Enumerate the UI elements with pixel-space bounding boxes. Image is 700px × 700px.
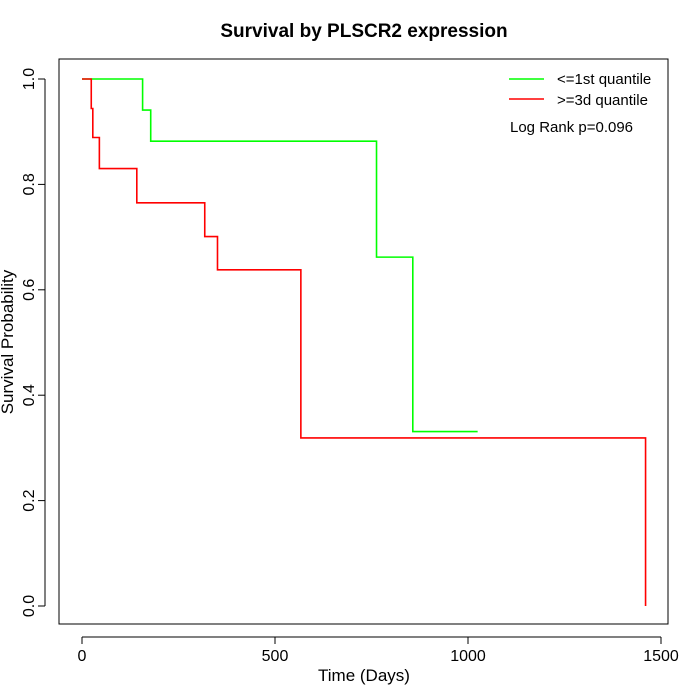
y-tick-label: 0.8 <box>21 173 38 195</box>
plot-frame <box>58 58 669 625</box>
x-axis: 0 500 1000 1500 <box>78 636 679 665</box>
y-tick-label: 0.0 <box>21 595 38 617</box>
legend-label-low: <=1st quantile <box>557 71 651 88</box>
series-layer <box>82 78 647 606</box>
series-line-high-quantile <box>82 78 647 606</box>
x-tick-label: 1500 <box>643 648 679 665</box>
log-rank-annotation: Log Rank p=0.096 <box>510 119 633 136</box>
y-axis-label: Survival Probability <box>0 269 17 414</box>
x-axis-label: Time (Days) <box>318 666 410 685</box>
legend: <=1st quantile >=3d quantile <box>509 71 651 109</box>
series-line-low-quantile <box>82 78 478 433</box>
x-tick-label: 0 <box>78 648 87 665</box>
y-axis: 0.0 0.2 0.4 0.6 0.8 1.0 <box>21 68 46 617</box>
y-tick-label: 1.0 <box>21 68 38 90</box>
y-tick-label: 0.4 <box>21 384 38 406</box>
legend-label-high: >=3d quantile <box>557 92 648 109</box>
x-tick-label: 500 <box>262 648 289 665</box>
chart-title: Survival by PLSCR2 expression <box>220 21 507 42</box>
y-tick-label: 0.6 <box>21 279 38 301</box>
y-tick-label: 0.2 <box>21 489 38 511</box>
x-tick-label: 1000 <box>450 648 486 665</box>
